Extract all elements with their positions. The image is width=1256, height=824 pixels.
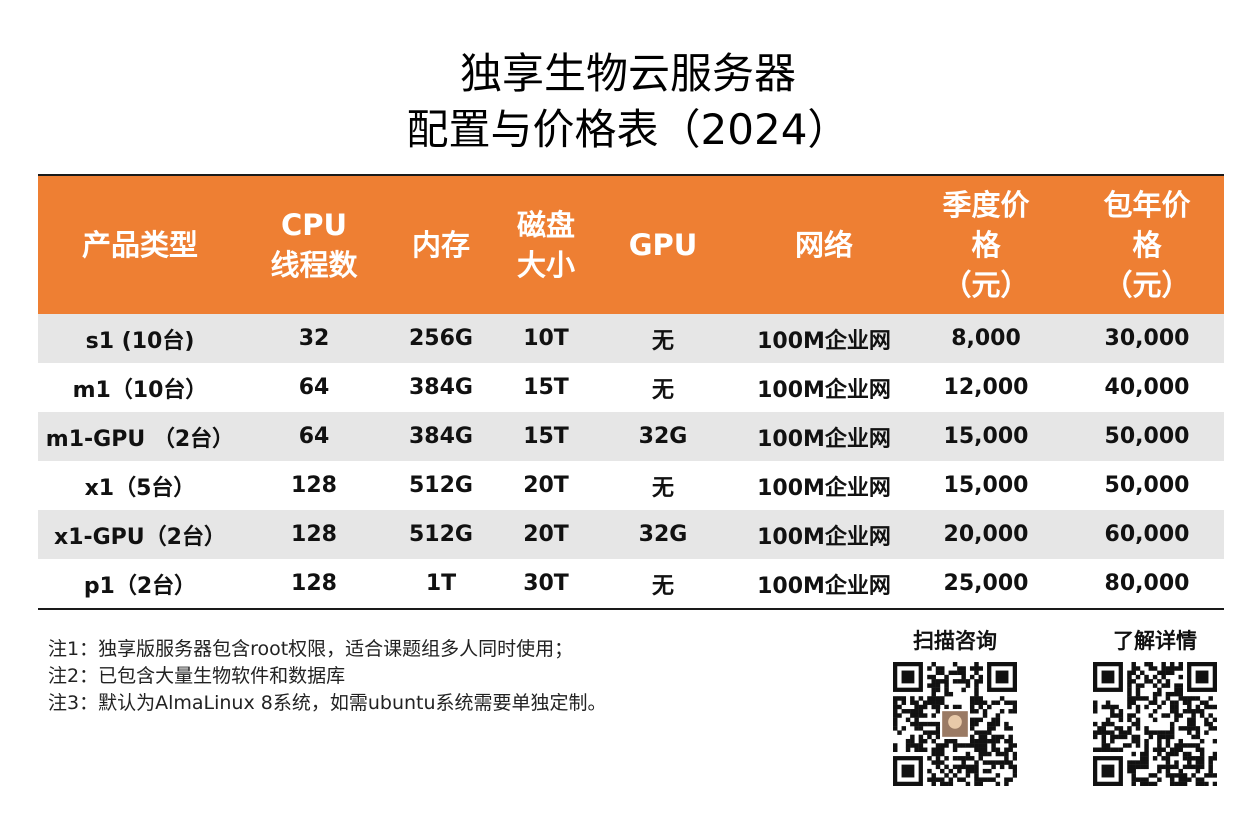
table-row: x1-GPU（2台） 128 512G 20T 32G 100M企业网 20,000 60,0…: [38, 510, 1224, 559]
cell-gpu: 无: [651, 475, 674, 501]
cell-cpu-threads: 64: [298, 424, 330, 449]
cell-annual-price: 40,000: [1104, 375, 1190, 400]
cell-disk-size: 15T: [523, 424, 569, 449]
cell-annual-price: 80,000: [1104, 571, 1190, 596]
table-row: x1（5台） 128 512G 20T 无 100M企业网 15,000 50,000: [38, 461, 1224, 510]
table-row: p1（2台） 128 1T 30T 无 100M企业网 25,000 80,000: [38, 559, 1224, 608]
cell-disk-size: 10T: [523, 326, 569, 351]
cell-product-type: x1-GPU（2台）: [54, 524, 226, 550]
cell-gpu: 32G: [638, 522, 688, 547]
cell-annual-price: 60,000: [1104, 522, 1190, 547]
cell-memory: 384G: [409, 424, 473, 449]
qr-code-icon[interactable]: [1093, 662, 1217, 786]
title-line-2: 配置与价格表（2024）: [406, 105, 850, 154]
cell-network: 100M企业网: [757, 475, 891, 501]
cell-memory: 512G: [409, 522, 473, 547]
table-row: s1 (10台) 32 256G 10T 无 100M企业网 8,000 30,000: [38, 314, 1224, 363]
table-row: m1-GPU （2台） 64 384G 15T 32G 100M企业网 15,000 50,0…: [38, 412, 1224, 461]
price-table: 产品类型 CPU 线程数 内存 磁盘 大小 GPU 网络 季度价 格 （元） 包年价 格 （元…: [38, 174, 1224, 610]
note-2: 注2：已包含大量生物软件和数据库: [48, 665, 346, 687]
cell-cpu-threads: 64: [298, 375, 330, 400]
header-cpu-threads: CPU 线程数: [270, 208, 358, 282]
qr-details[interactable]: 了解详情: [1080, 626, 1230, 786]
cell-disk-size: 20T: [523, 473, 569, 498]
cell-disk-size: 30T: [523, 571, 569, 596]
cell-annual-price: 50,000: [1104, 473, 1190, 498]
cell-disk-size: 20T: [523, 522, 569, 547]
note-1: 注1：独享版服务器包含root权限，适合课题组多人同时使用；: [48, 638, 574, 660]
cell-annual-price: 50,000: [1104, 424, 1190, 449]
cell-quarter-price: 15,000: [943, 424, 1029, 449]
cell-gpu: 无: [651, 328, 674, 354]
header-product-type: 产品类型: [81, 228, 198, 262]
table-header: 产品类型 CPU 线程数 内存 磁盘 大小 GPU 网络 季度价 格 （元） 包年价 格 （元…: [38, 174, 1224, 314]
header-annual-price: 包年价 格 （元）: [1103, 188, 1191, 302]
cell-gpu: 无: [651, 573, 674, 599]
table-row: m1（10台） 64 384G 15T 无 100M企业网 12,000 40,000: [38, 363, 1224, 412]
cell-product-type: m1（10台）: [72, 377, 208, 403]
cell-product-type: s1 (10台): [85, 328, 195, 354]
header-network: 网络: [794, 228, 853, 262]
cell-network: 100M企业网: [757, 524, 891, 550]
cell-cpu-threads: 128: [291, 473, 337, 498]
qr-consult-label: 扫描咨询: [913, 629, 997, 653]
cell-disk-size: 15T: [523, 375, 569, 400]
qr-code-icon[interactable]: [893, 662, 1017, 786]
cell-gpu: 无: [651, 377, 674, 403]
cell-cpu-threads: 128: [291, 522, 337, 547]
cell-gpu: 32G: [638, 424, 688, 449]
cell-product-type: m1-GPU （2台）: [45, 426, 235, 452]
cell-memory: 384G: [409, 375, 473, 400]
cell-cpu-threads: 128: [291, 571, 337, 596]
cell-memory: 256G: [409, 326, 473, 351]
table-body: s1 (10台) 32 256G 10T 无 100M企业网 8,000 30,000 m1（1…: [38, 314, 1224, 608]
cell-network: 100M企业网: [757, 426, 891, 452]
page-title: 独享生物云服务器 配置与价格表（2024）: [0, 46, 1256, 158]
cell-memory: 1T: [425, 571, 457, 596]
cell-quarter-price: 20,000: [943, 522, 1029, 547]
header-disk-size: 磁盘 大小: [516, 208, 575, 282]
cell-annual-price: 30,000: [1104, 326, 1190, 351]
title-line-1: 独享生物云服务器: [459, 49, 796, 98]
header-gpu: GPU: [628, 228, 698, 262]
cell-memory: 512G: [409, 473, 473, 498]
cell-cpu-threads: 32: [298, 326, 330, 351]
table-bottom-rule: [38, 608, 1224, 610]
qr-consult[interactable]: 扫描咨询: [880, 626, 1030, 786]
cell-quarter-price: 12,000: [943, 375, 1029, 400]
header-memory: 内存: [411, 228, 470, 262]
cell-product-type: p1（2台）: [83, 573, 197, 599]
cell-network: 100M企业网: [757, 573, 891, 599]
cell-quarter-price: 8,000: [951, 326, 1021, 351]
cell-network: 100M企业网: [757, 328, 891, 354]
cell-quarter-price: 15,000: [943, 473, 1029, 498]
cell-network: 100M企业网: [757, 377, 891, 403]
cell-product-type: x1（5台）: [84, 475, 196, 501]
cell-quarter-price: 25,000: [943, 571, 1029, 596]
note-3: 注3：默认为AlmaLinux 8系统，如需ubuntu系统需要单独定制。: [48, 692, 607, 714]
qr-details-label: 了解详情: [1113, 629, 1197, 653]
header-quarter-price: 季度价 格 （元）: [942, 188, 1030, 302]
notes: 注1：独享版服务器包含root权限，适合课题组多人同时使用； 注2：已包含大量生…: [48, 636, 607, 717]
